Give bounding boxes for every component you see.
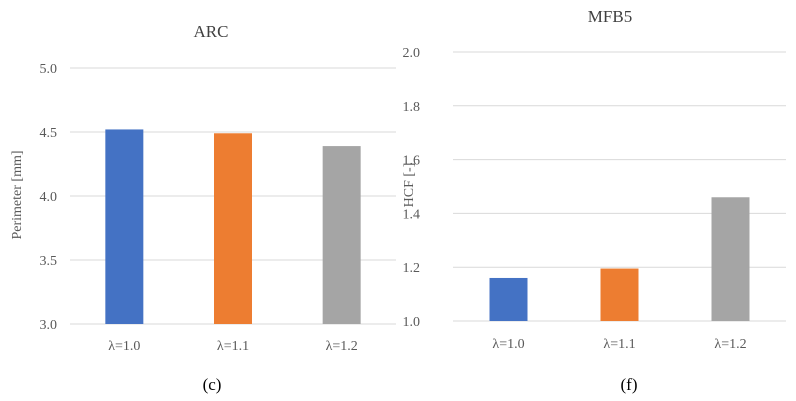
chart-mfb5: MFB5 HCF [-] (f) 1.0 1.2 1.4 1.6 1.8 2.0 λ=1.0… <box>402 7 786 394</box>
chart-mfb5-caption: (f) <box>621 375 638 394</box>
y-tick-label: 5.0 <box>40 62 58 77</box>
y-tick-label: 4.5 <box>40 126 58 141</box>
y-tick-label: 1.2 <box>403 261 421 276</box>
bar-arc-2 <box>214 133 252 324</box>
x-tick-label: λ=1.2 <box>326 339 358 354</box>
bar-mfb5-1 <box>489 277 528 321</box>
chart-arc-title: ARC <box>194 22 229 41</box>
y-tick-label: 2.0 <box>403 46 421 61</box>
chart-mfb5-ylabel: HCF [-] <box>402 163 417 208</box>
x-tick-label: λ=1.2 <box>714 337 746 352</box>
y-tick-label: 1.0 <box>403 315 421 330</box>
bar-arc-1 <box>105 129 144 324</box>
chart-arc-ylabel: Perimeter [mm] <box>10 150 25 239</box>
bar-arc-3 <box>322 146 361 324</box>
bar-mfb5-3 <box>711 197 750 321</box>
y-tick-label: 1.6 <box>403 154 421 169</box>
chart-arc: ARC Perimeter [mm] (c) 3.0 3.5 4.0 4.5 5.0 λ=… <box>10 22 396 394</box>
y-tick-label: 1.4 <box>403 207 421 222</box>
y-tick-label: 1.8 <box>403 100 421 115</box>
y-tick-label: 4.0 <box>40 190 58 205</box>
x-tick-label: λ=1.0 <box>492 337 524 352</box>
x-tick-label: λ=1.1 <box>217 339 249 354</box>
bar-mfb5-2 <box>600 268 639 321</box>
y-tick-label: 3.0 <box>40 318 58 333</box>
y-tick-label: 3.5 <box>40 254 58 269</box>
x-tick-label: λ=1.0 <box>108 339 140 354</box>
chart-arc-caption: (c) <box>203 375 222 394</box>
x-tick-label: λ=1.1 <box>603 337 635 352</box>
chart-mfb5-title: MFB5 <box>588 7 632 26</box>
